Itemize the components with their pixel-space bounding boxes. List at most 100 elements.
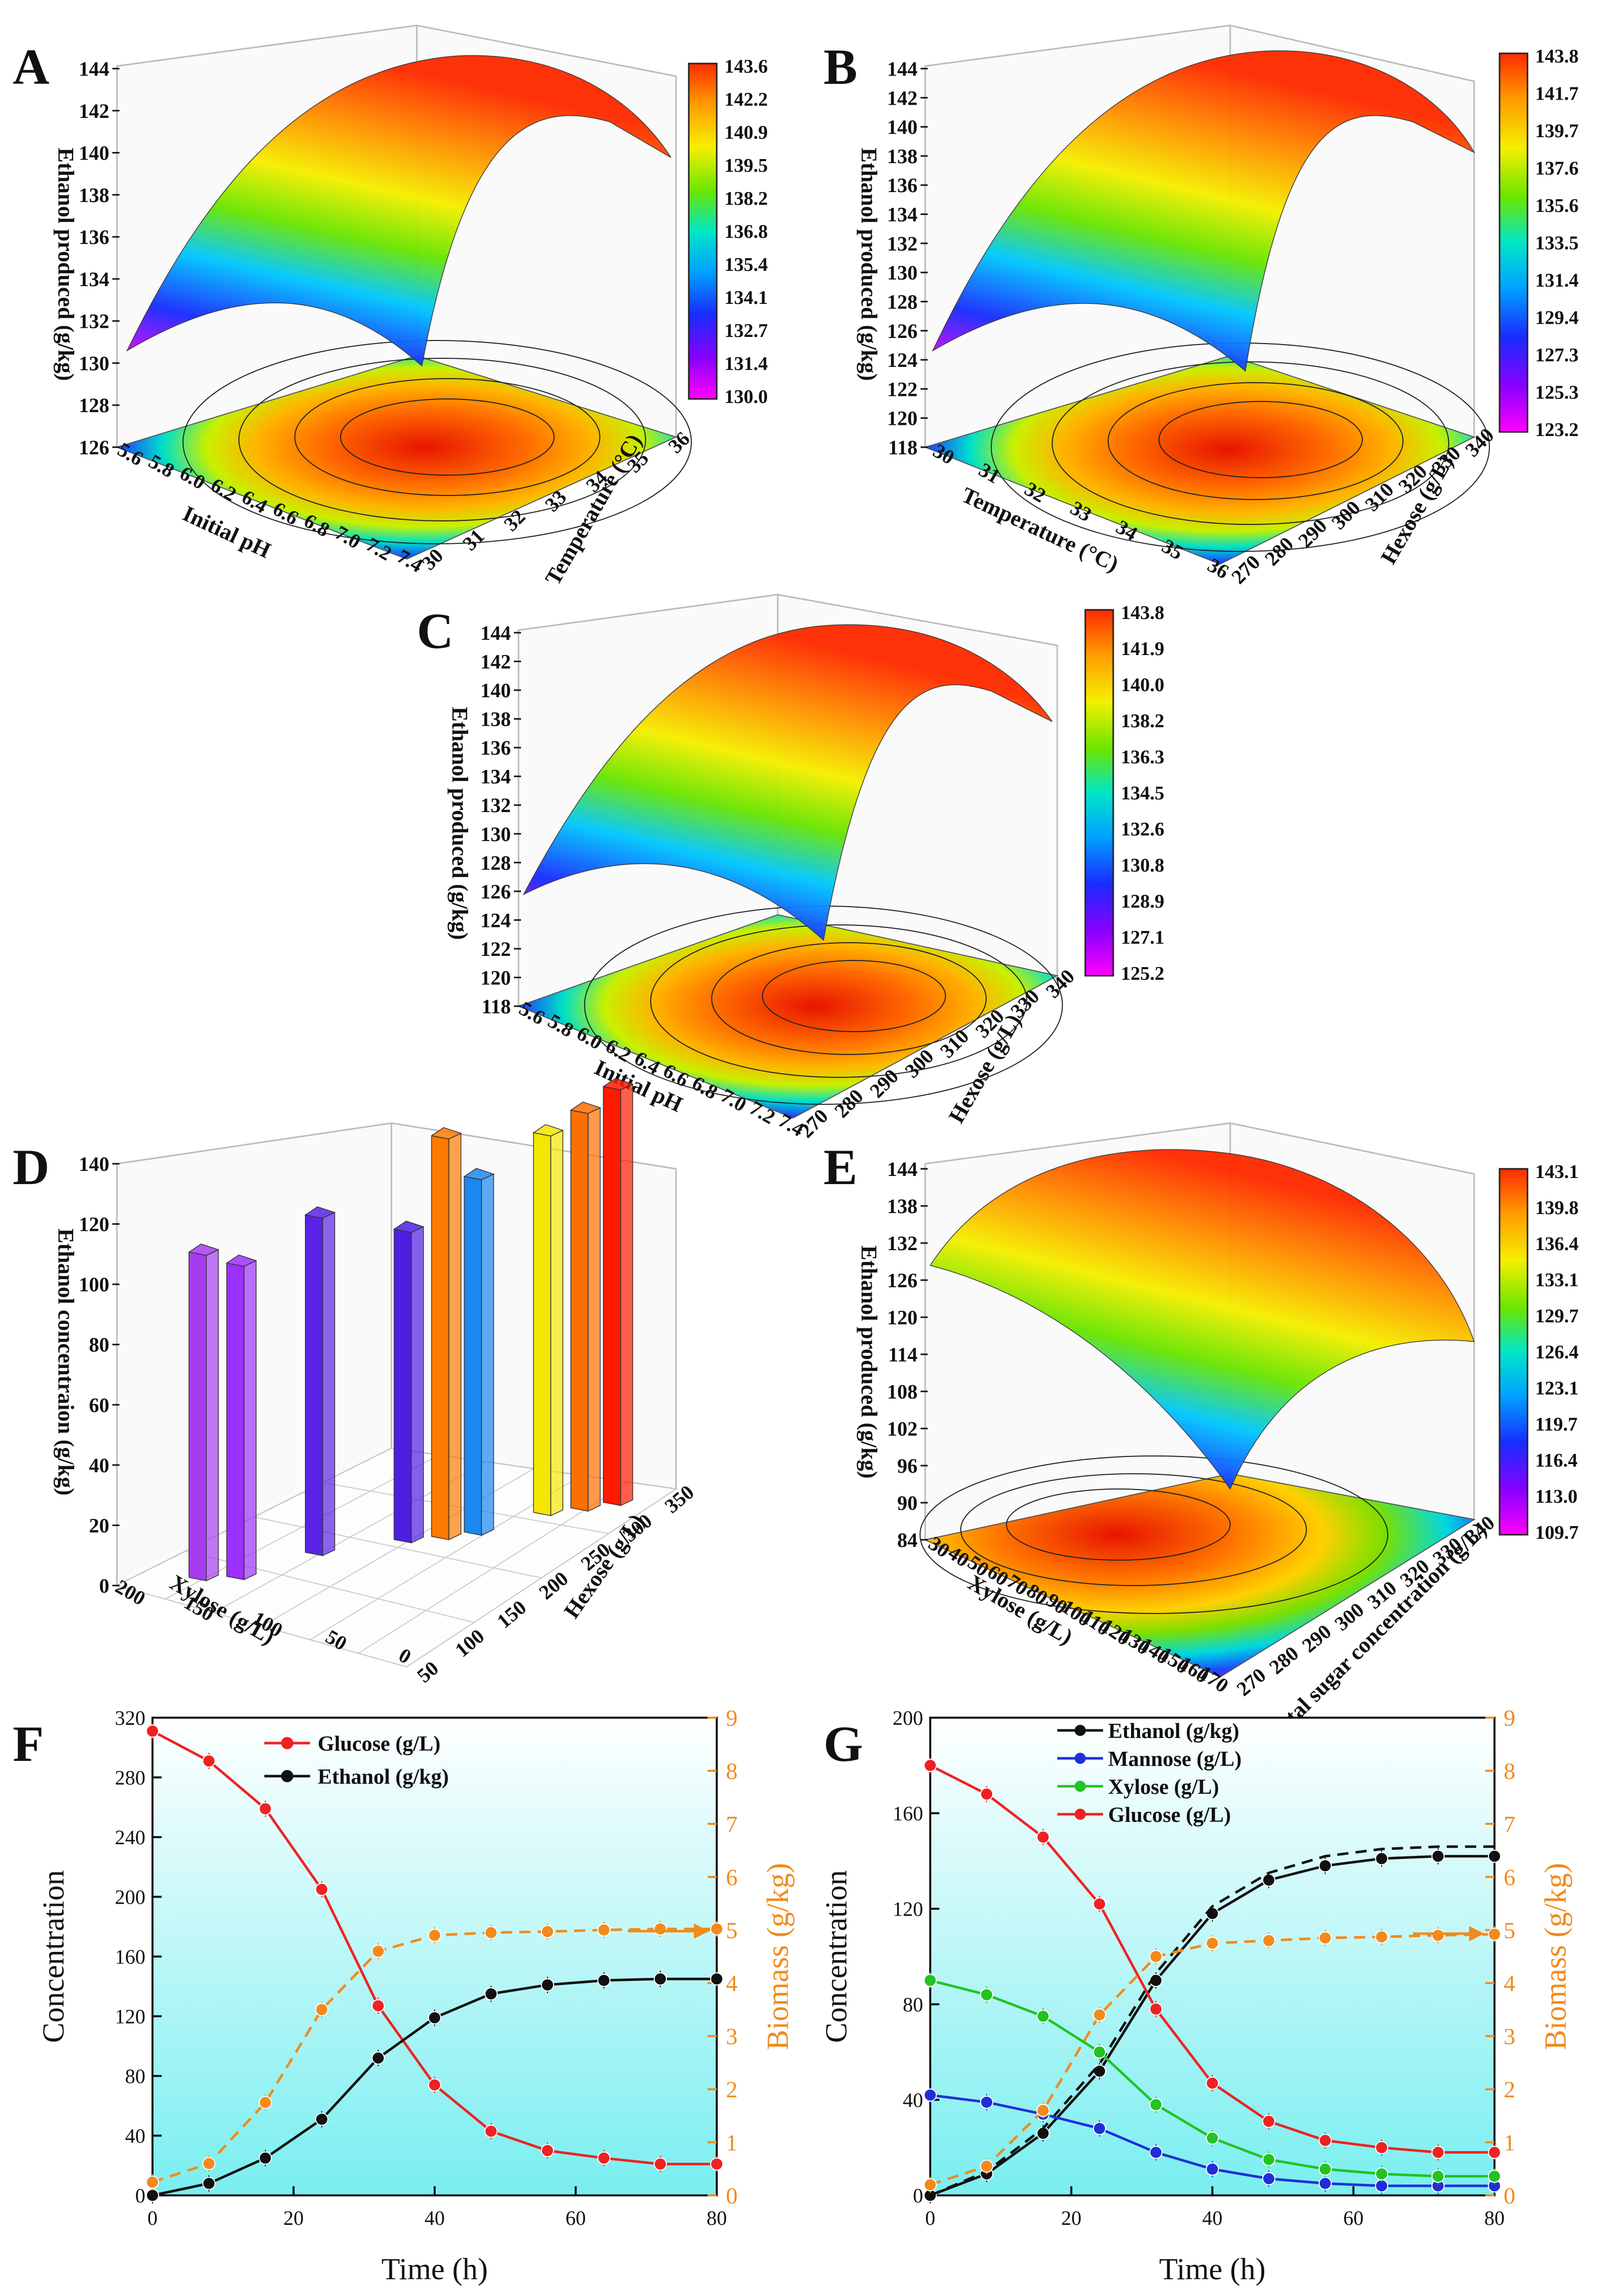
- panel-g-series-glucose-point: [1093, 1897, 1106, 1911]
- panel-f-y-tick: 240: [115, 1826, 145, 1849]
- panel-d-bar: [569, 1101, 601, 1512]
- panel-d-bar-side: [206, 1249, 219, 1581]
- panel-d-bar-top: [532, 1124, 564, 1137]
- panel-g-series-mannose-point: [1149, 2146, 1163, 2159]
- panel-f-series-ethanol-point: [202, 2177, 216, 2190]
- panel-e-z-ticks: 84 90 96 102 108 114 120 126 132 138 144: [887, 1158, 928, 1552]
- panel-g-series-glucose-point: [1431, 2146, 1445, 2159]
- panel-f-series-ethanol-point: [146, 2189, 159, 2202]
- panel-g-x-tick: 60: [1344, 2207, 1364, 2229]
- panel-e-cb-tick: 133.1: [1535, 1269, 1579, 1291]
- panel-e-cb-tick: 136.4: [1535, 1233, 1579, 1255]
- panel-a-colorbar: 143.6 142.2 140.9 139.5 138.2 136.8 135.4 134.1…: [688, 56, 768, 408]
- panel-g-y2label: Biomass (g/kg): [1539, 1863, 1572, 2050]
- panel-g-series-mannose-point: [924, 2088, 937, 2102]
- panel-f-series-biomass-point: [146, 2175, 159, 2189]
- panel-a-cb-tick: 135.4: [724, 254, 768, 275]
- panel-b-z-tick: 142: [887, 86, 918, 109]
- panel-g-ylabel: Concentration: [819, 1870, 853, 2043]
- panel-e-cb-tick: 123.1: [1535, 1378, 1579, 1399]
- panel-e-z-tick: 120: [887, 1306, 918, 1329]
- panel-d-bar: [532, 1124, 564, 1516]
- panel-d-bar-top: [431, 1127, 462, 1140]
- panel-d-bar: [188, 1244, 220, 1581]
- panel-label-d: D: [13, 1139, 49, 1195]
- panel-c-cb-tick: 134.5: [1121, 783, 1165, 804]
- panel-f-y-tick: 80: [125, 2065, 145, 2088]
- panel-c-z-tick: 134: [480, 765, 511, 788]
- panel-d-bar-top: [602, 1078, 634, 1091]
- panel-f-x-tick: 80: [707, 2207, 727, 2229]
- panel-c-z-tick: 120: [480, 966, 511, 989]
- panel-g-y2-tick: 9: [1504, 1705, 1515, 1731]
- panel-d-bars: [188, 1078, 634, 1581]
- panel-f-legend-glucose: Glucose (g/L): [318, 1732, 440, 1756]
- panel-g-series: [924, 1757, 1501, 2204]
- panel-c-cb-tick: 128.9: [1121, 891, 1165, 912]
- panel-e-z-tick: 90: [897, 1492, 918, 1514]
- panel-e-y-tick: 270: [1232, 1663, 1270, 1700]
- panel-d-bar-top: [393, 1221, 425, 1233]
- panel-b-cb-tick: 137.6: [1535, 158, 1579, 179]
- panel-f-y-tick: 160: [115, 1945, 145, 1968]
- panel-g-series-glucose-point: [1375, 2141, 1388, 2154]
- panel-f-series-glucose-point: [372, 1999, 385, 2012]
- panel-g-y2-tick: 0: [1504, 2183, 1515, 2209]
- panel-f-y-tick: 200: [115, 1886, 145, 1909]
- panel-d-bar-top: [463, 1168, 495, 1181]
- panel-f-series-biomass-point: [541, 1925, 554, 1938]
- panel-b-cb-tick: 135.6: [1535, 195, 1579, 216]
- panel-e-cb-tick: 126.4: [1535, 1342, 1579, 1363]
- panel-c-cb-tick: 141.9: [1121, 638, 1165, 660]
- panel-b-z-tick: 134: [887, 203, 918, 226]
- panel-g-x-tick: 20: [1061, 2207, 1082, 2229]
- panel-f-x-tick: 20: [284, 2207, 304, 2229]
- panel-f-series-glucose-point: [710, 2157, 723, 2171]
- panel-g-series-glucose-point: [924, 1759, 937, 1772]
- panel-e-cb-tick: 113.0: [1535, 1486, 1577, 1507]
- panel-g-y2-tick: 7: [1504, 1811, 1515, 1837]
- panel-label-a: A: [13, 39, 49, 95]
- panel-g-series-xylose-point: [1206, 2131, 1219, 2145]
- panel-f-legend: Glucose (g/L) Ethanol (g/kg): [264, 1732, 449, 1789]
- panel-c-cb-tick: 125.2: [1121, 963, 1165, 984]
- panel-d-bar-front: [603, 1086, 621, 1506]
- panel-d-zlabel: Ethanol concentraion (g/kg): [53, 1228, 78, 1496]
- panel-b-z-ticks: 118 120 122 124 126 128 130 132 134 136 138 140 142 1…: [887, 57, 928, 459]
- panel-g-y2-tick: 5: [1504, 1917, 1515, 1943]
- panel-g-series-xylose-point: [924, 1974, 937, 1987]
- panel-a-z-tick: 136: [79, 226, 109, 249]
- panel-g-y2-tick: 2: [1504, 2076, 1515, 2102]
- panel-d-bar: [431, 1127, 462, 1540]
- panel-d-bar-side: [481, 1173, 494, 1536]
- panel-b-cb-tick: 141.7: [1535, 83, 1579, 105]
- panel-f-series-glucose-point: [654, 2157, 667, 2171]
- panel-e-contour-lines: [920, 1455, 1388, 1614]
- panel-f-y2label: Biomass (g/kg): [761, 1863, 795, 2050]
- panel-g-series-biomass-point: [1036, 2103, 1050, 2117]
- panel-e-contour-floor: [923, 1473, 1476, 1678]
- panel-label-b: B: [823, 39, 858, 95]
- panel-f-series-ethanol-point: [428, 2011, 441, 2025]
- panel-c-contour-floor: [517, 914, 1059, 1119]
- panel-g-series-glucose-point: [1488, 2146, 1501, 2159]
- panel-g-y-tick: 40: [903, 2089, 923, 2112]
- panel-d-z-tick: 20: [89, 1514, 109, 1537]
- panel-g-xlabel: Time (h): [1159, 2252, 1265, 2286]
- panel-c-z-ticks: 118 120 122 124 126 128 130 132 134 136 138 140 142 1…: [480, 622, 521, 1018]
- panel-f-series-biomass-point: [654, 1922, 667, 1936]
- panel-d-z-tick: 60: [89, 1393, 109, 1416]
- panel-d-z-tick: 80: [89, 1333, 109, 1356]
- panel-g-y2-tick: 6: [1504, 1864, 1515, 1890]
- panel-e-cb-tick: 109.7: [1535, 1522, 1579, 1543]
- panel-f-series-glucose-point: [315, 1882, 328, 1896]
- panel-e-colorbar: 143.1 139.8 136.4 133.1 129.7 126.4 123.1 119.7…: [1499, 1161, 1579, 1543]
- panel-f-series-biomass-point: [202, 2157, 216, 2170]
- panel-c-z-tick: 138: [480, 708, 511, 731]
- panel-f-series-glucose-point: [146, 1724, 159, 1738]
- panel-c-cb-tick: 127.1: [1121, 927, 1165, 948]
- panel-d-y-tick: 50: [413, 1657, 443, 1687]
- panel-f-legend-ethanol: Ethanol (g/kg): [318, 1765, 449, 1789]
- panel-g-x-tick: 40: [1202, 2207, 1223, 2229]
